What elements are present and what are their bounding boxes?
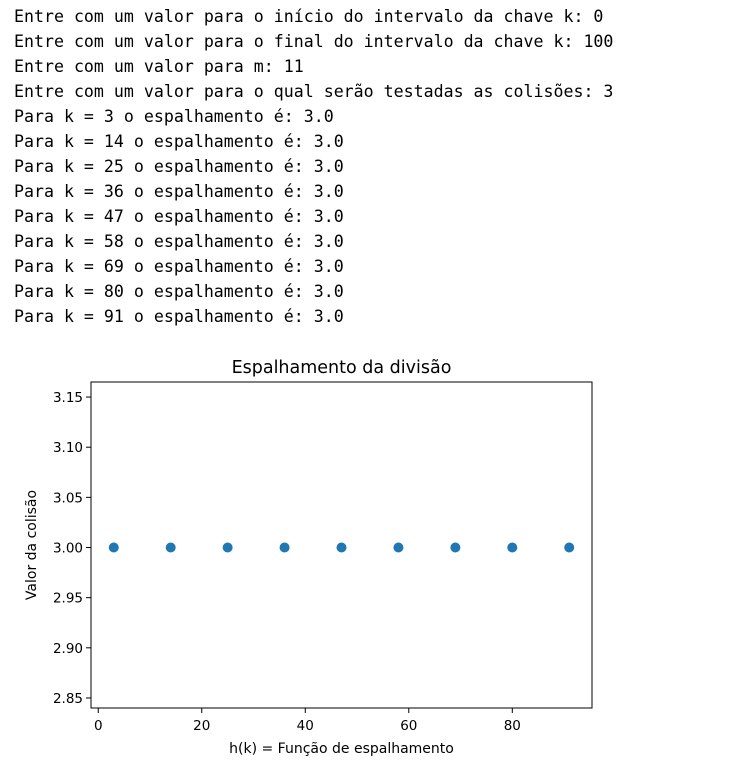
- plot-frame: [90, 381, 593, 709]
- data-point: [393, 542, 404, 553]
- console-line: Para k = 14 o espalhamento é: 3.0: [14, 132, 344, 151]
- console-line: Para k = 80 o espalhamento é: 3.0: [14, 282, 344, 301]
- x-tick-label: 20: [193, 718, 210, 734]
- x-tick-label: 80: [504, 718, 521, 734]
- console-line: Para k = 25 o espalhamento é: 3.0: [14, 157, 344, 176]
- y-tick-label: 2.85: [53, 691, 83, 707]
- y-tick-label: 2.95: [53, 591, 83, 607]
- x-tick-label: 60: [400, 718, 417, 734]
- console-line: Para k = 47 o espalhamento é: 3.0: [14, 207, 344, 226]
- x-axis-label: h(k) = Função de espalhamento: [229, 741, 454, 757]
- data-point: [450, 542, 461, 553]
- y-tick-label: 3.10: [53, 440, 83, 456]
- console-line: Entre com um valor para o qual serão tes…: [14, 82, 614, 101]
- data-point: [108, 542, 119, 553]
- console-line: Para k = 3 o espalhamento é: 3.0: [14, 107, 334, 126]
- console-line: Para k = 91 o espalhamento é: 3.0: [14, 307, 344, 326]
- y-tick-label: 3.15: [53, 390, 83, 406]
- data-point: [336, 542, 347, 553]
- y-tick-label: 3.00: [53, 541, 83, 557]
- y-tick-label: 2.90: [53, 641, 83, 657]
- data-point: [279, 542, 290, 553]
- data-point: [222, 542, 233, 553]
- x-tick-label: 0: [94, 718, 103, 734]
- console-line: Entre com um valor para m: 11: [14, 57, 304, 76]
- console-output: Entre com um valor para o início do inte…: [14, 4, 613, 329]
- scatter-plot: Espalhamento da divisão 0 20 40 60 80 2.85 2.90…: [24, 358, 593, 757]
- console-line: Para k = 36 o espalhamento é: 3.0: [14, 182, 344, 201]
- data-point: [507, 542, 518, 553]
- data-point: [564, 542, 575, 553]
- x-tick-label: 40: [297, 718, 314, 734]
- console-line: Para k = 58 o espalhamento é: 3.0: [14, 232, 344, 251]
- y-tick-label: 3.05: [53, 490, 83, 506]
- console-line: Entre com um valor para o final do inter…: [14, 32, 614, 51]
- chart-title: Espalhamento da divisão: [232, 358, 452, 378]
- data-point: [165, 542, 176, 553]
- console-line: Para k = 69 o espalhamento é: 3.0: [14, 257, 344, 276]
- console-line: Entre com um valor para o início do inte…: [14, 7, 604, 26]
- y-axis-label: Valor da colisão: [24, 490, 40, 600]
